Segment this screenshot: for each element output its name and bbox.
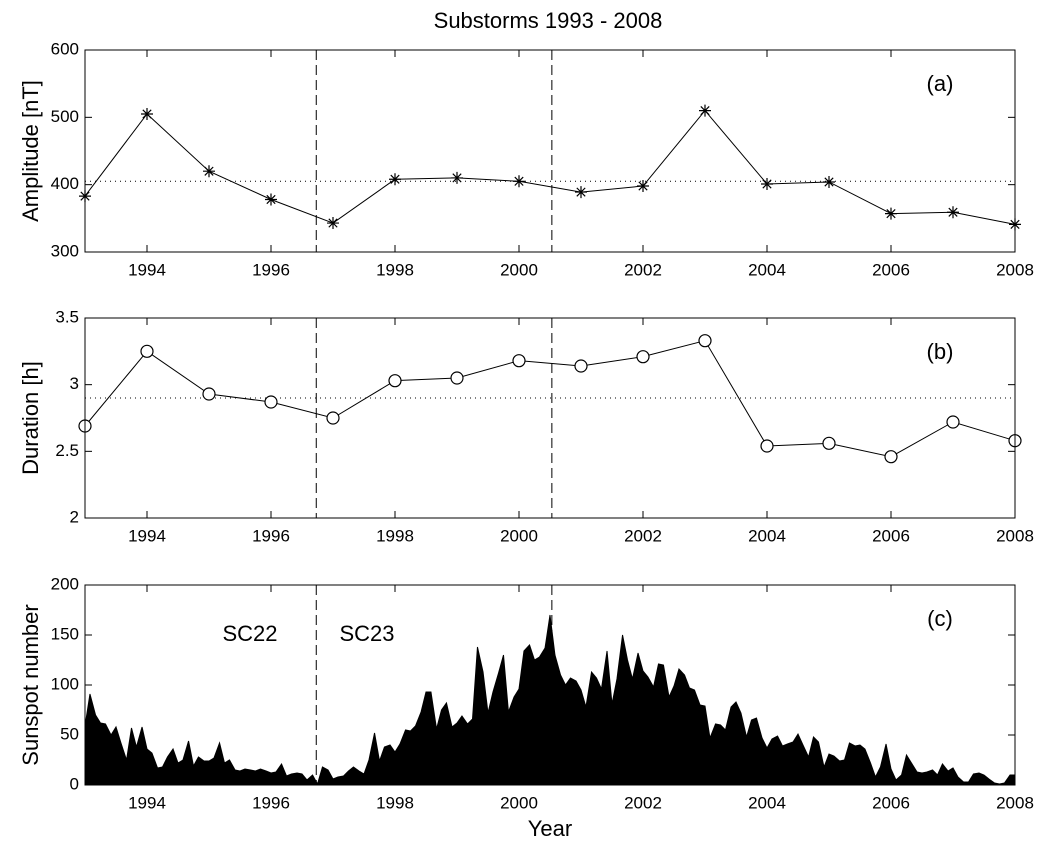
x-tick-label: 1996 bbox=[252, 793, 290, 812]
y-tick-label: 200 bbox=[51, 574, 79, 593]
x-tick-label: 2004 bbox=[748, 260, 786, 279]
marker bbox=[512, 354, 526, 368]
marker bbox=[636, 350, 650, 364]
marker bbox=[450, 371, 464, 385]
annotation: SC22 bbox=[222, 621, 277, 646]
x-tick-label: 2002 bbox=[624, 793, 662, 812]
x-tick-label: 2008 bbox=[996, 260, 1034, 279]
marker bbox=[822, 436, 836, 450]
marker bbox=[760, 439, 774, 453]
y-tick-label: 3 bbox=[70, 374, 79, 393]
x-tick-label: 1996 bbox=[252, 260, 290, 279]
marker bbox=[265, 193, 277, 206]
x-tick-label: 2000 bbox=[500, 526, 538, 545]
x-tick-label: 1998 bbox=[376, 526, 414, 545]
x-tick-label: 2006 bbox=[872, 526, 910, 545]
y-axis-label: Amplitude [nT] bbox=[18, 80, 43, 222]
x-axis-label: Year bbox=[528, 816, 572, 841]
annotation: SC23 bbox=[339, 621, 394, 646]
y-tick-label: 3.5 bbox=[55, 307, 79, 326]
marker bbox=[699, 104, 711, 117]
x-tick-label: 2000 bbox=[500, 793, 538, 812]
area bbox=[84, 614, 1016, 786]
y-axis-label: Sunspot number bbox=[18, 604, 43, 765]
marker bbox=[884, 450, 898, 464]
marker bbox=[947, 206, 959, 219]
marker bbox=[575, 186, 587, 199]
marker bbox=[637, 180, 649, 193]
axes-frame bbox=[84, 317, 1016, 519]
marker bbox=[823, 175, 835, 188]
y-tick-label: 300 bbox=[51, 241, 79, 260]
y-tick-label: 2.5 bbox=[55, 441, 79, 460]
marker bbox=[698, 334, 712, 348]
x-tick-label: 1998 bbox=[376, 793, 414, 812]
x-tick-label: 1998 bbox=[376, 260, 414, 279]
panel-label: (b) bbox=[927, 339, 954, 364]
panel-label: (c) bbox=[927, 606, 953, 631]
marker bbox=[946, 415, 960, 429]
marker bbox=[141, 107, 153, 120]
chart-title: Substorms 1993 - 2008 bbox=[434, 8, 663, 33]
x-tick-label: 1996 bbox=[252, 526, 290, 545]
y-tick-label: 100 bbox=[51, 674, 79, 693]
marker bbox=[202, 387, 216, 401]
y-tick-label: 600 bbox=[51, 39, 79, 58]
marker bbox=[389, 173, 401, 186]
y-tick-label: 500 bbox=[51, 107, 79, 126]
x-tick-label: 2006 bbox=[872, 260, 910, 279]
line bbox=[84, 109, 1016, 225]
x-tick-label: 2004 bbox=[748, 526, 786, 545]
axes-frame bbox=[84, 49, 1016, 253]
marker bbox=[885, 207, 897, 220]
x-tick-label: 2008 bbox=[996, 793, 1034, 812]
y-axis-label: Duration [h] bbox=[18, 361, 43, 475]
y-tick-label: 150 bbox=[51, 624, 79, 643]
marker bbox=[388, 374, 402, 388]
x-tick-label: 2006 bbox=[872, 793, 910, 812]
y-tick-label: 0 bbox=[70, 774, 79, 793]
marker bbox=[574, 359, 588, 373]
marker bbox=[451, 171, 463, 184]
marker bbox=[513, 175, 525, 188]
panel-label: (a) bbox=[927, 71, 954, 96]
x-tick-label: 1994 bbox=[128, 260, 166, 279]
x-tick-label: 2002 bbox=[624, 526, 662, 545]
marker bbox=[327, 217, 339, 230]
y-tick-label: 2 bbox=[70, 507, 79, 526]
x-tick-label: 1994 bbox=[128, 526, 166, 545]
x-tick-label: 1994 bbox=[128, 793, 166, 812]
marker bbox=[203, 165, 215, 178]
x-tick-label: 2004 bbox=[748, 793, 786, 812]
marker bbox=[264, 395, 278, 409]
marker bbox=[326, 411, 340, 425]
x-tick-label: 2000 bbox=[500, 260, 538, 279]
marker bbox=[140, 344, 154, 358]
y-tick-label: 400 bbox=[51, 174, 79, 193]
y-tick-label: 50 bbox=[60, 724, 79, 743]
x-tick-label: 2008 bbox=[996, 526, 1034, 545]
x-tick-label: 2002 bbox=[624, 260, 662, 279]
marker bbox=[761, 177, 773, 190]
line bbox=[84, 340, 1016, 458]
